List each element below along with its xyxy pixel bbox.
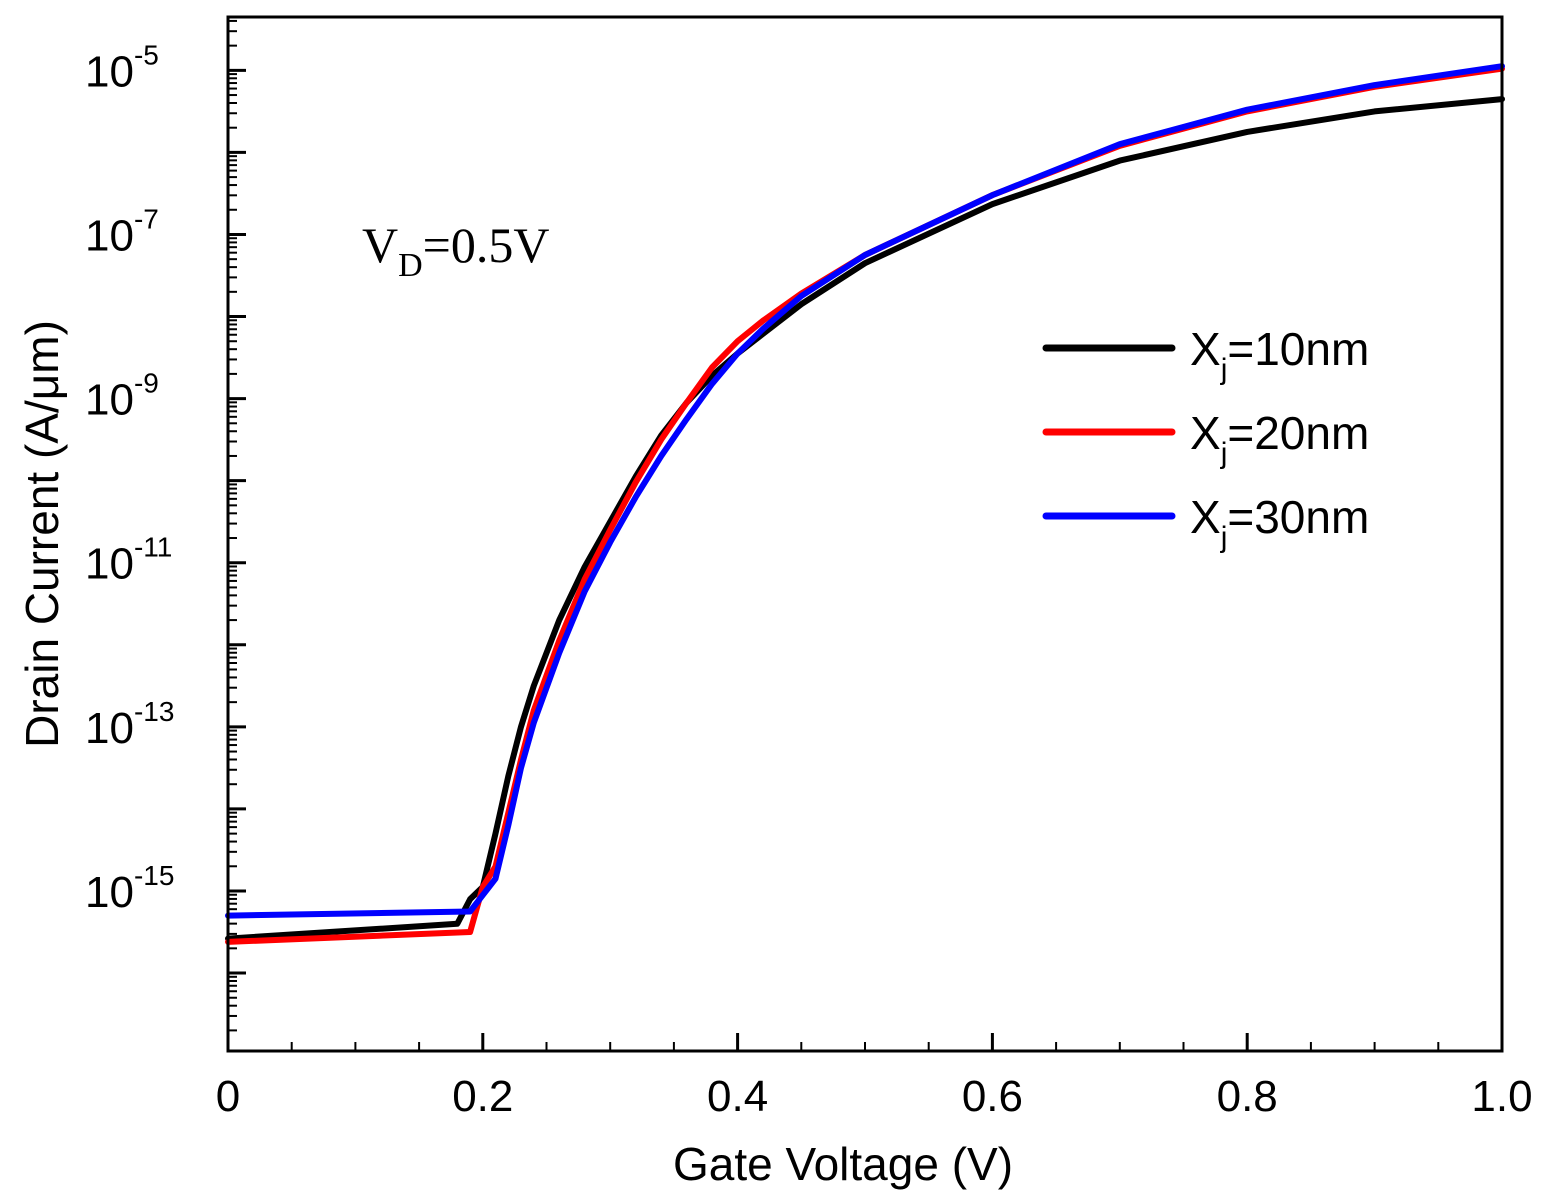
x-axis-title: Gate Voltage (V) (673, 1138, 1013, 1190)
series-lines (225, 63, 1505, 945)
major-ticks (226, 68, 1504, 1051)
x-tick-label: 0 (216, 1072, 240, 1121)
legend: Xj=10nm Xj=20nm Xj=30nm (1042, 323, 1369, 554)
x-tick-label: 1.0 (1471, 1072, 1532, 1121)
y-tick-labels: 10-5 10-7 10-9 10-11 10-13 10-15 (85, 39, 174, 917)
x-tick-labels: 0 0.2 0.4 0.6 0.8 1.0 (216, 1072, 1533, 1121)
y-axis-title: Drain Current (A/μm) (16, 320, 68, 748)
y-tick-label: 10-7 (85, 203, 159, 260)
x-tick-label: 0.4 (707, 1072, 768, 1121)
y-tick-label: 10-5 (85, 39, 159, 96)
y-tick-label: 10-11 (85, 532, 172, 589)
plot-frame (226, 15, 1504, 1053)
annotation-sub: D (398, 247, 423, 284)
y-tick-label: 10-13 (85, 696, 174, 753)
annotation-main: V (362, 217, 398, 273)
annotation-rest: =0.5V (423, 217, 550, 273)
x-tick-label: 0.8 (1217, 1072, 1278, 1121)
y-tick-label: 10-9 (85, 368, 159, 425)
series-line-3 (225, 63, 1505, 919)
x-tick-label: 0.6 (962, 1072, 1023, 1121)
drain-voltage-annotation: VD=0.5V (362, 217, 549, 284)
legend-label-1: Xj=10nm (1190, 323, 1369, 386)
legend-label-2: Xj=20nm (1190, 407, 1369, 470)
y-tick-label: 10-15 (85, 860, 174, 917)
legend-label-3: Xj=30nm (1190, 491, 1369, 554)
x-tick-label: 0.2 (452, 1072, 513, 1121)
